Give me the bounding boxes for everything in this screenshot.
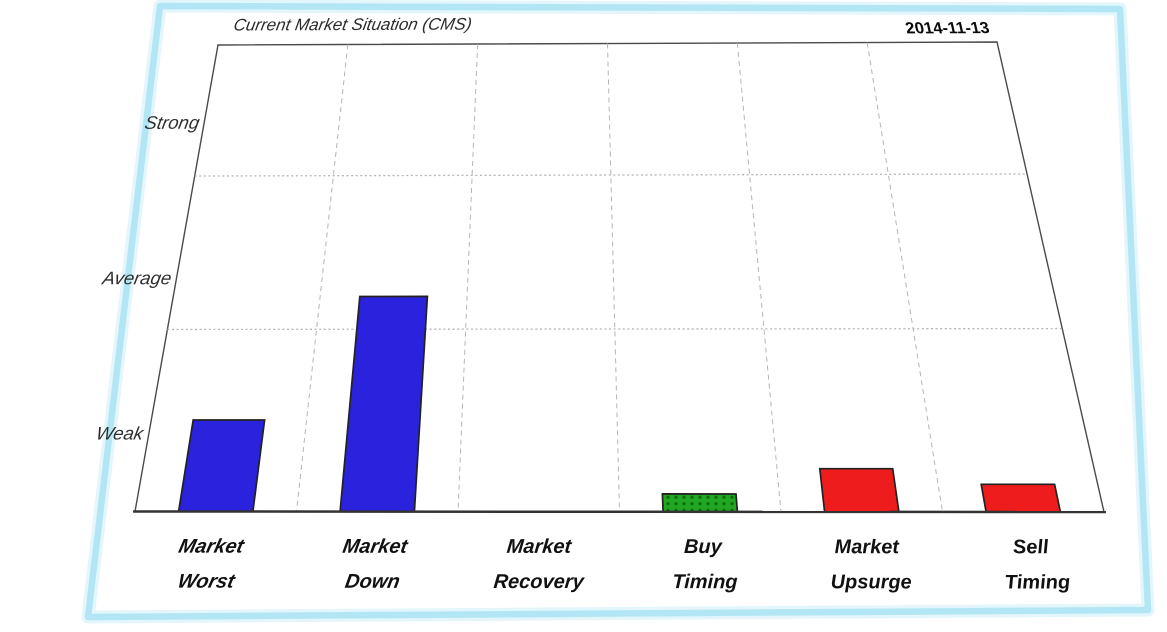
chart-date-label: 2014-11-13 bbox=[904, 19, 991, 37]
value-label-average: Average bbox=[100, 267, 173, 288]
v-gridline-1 bbox=[296, 44, 349, 512]
category-axis-labels: Market Worst Market Down Market Recovery Buy Ti… bbox=[176, 536, 1072, 594]
category-label-market-upsurge-line2: Upsurge bbox=[830, 571, 912, 593]
plot-border bbox=[134, 41, 1105, 513]
value-label-strong: Strong bbox=[143, 112, 202, 133]
category-label-market-down-line2: Down bbox=[343, 571, 401, 593]
category-label-market-worst-line2: Worst bbox=[176, 571, 239, 593]
category-label-market-recovery-line1: Market bbox=[506, 536, 574, 558]
bar-sell-timing bbox=[980, 483, 1062, 513]
value-label-weak: Weak bbox=[95, 423, 147, 444]
category-label-market-recovery-line2: Recovery bbox=[493, 571, 586, 593]
category-label-sell-timing-line1: Sell bbox=[1012, 536, 1050, 558]
category-label-market-down-line1: Market bbox=[341, 536, 410, 558]
h-gridline-value-1 bbox=[167, 327, 1063, 331]
v-gridline-4 bbox=[736, 42, 782, 512]
chart-title: Current Market Situation (CMS) bbox=[232, 15, 473, 35]
plot-area bbox=[134, 41, 1105, 513]
h-gridline-value-2 bbox=[194, 173, 1028, 177]
bar-market-upsurge bbox=[818, 467, 900, 513]
value-axis-labels: Strong Average Weak bbox=[95, 112, 202, 444]
v-gridline-5 bbox=[866, 42, 943, 512]
category-label-sell-timing-line2: Timing bbox=[1004, 572, 1071, 594]
frame-border bbox=[84, 2, 1152, 621]
category-label-buy-timing-line2: Timing bbox=[672, 571, 738, 593]
x-axis-line bbox=[133, 510, 1106, 514]
category-label-market-upsurge-line1: Market bbox=[834, 536, 901, 558]
v-gridline-2 bbox=[457, 43, 479, 512]
v-gridline-3 bbox=[607, 43, 620, 512]
gridlines bbox=[167, 42, 1063, 512]
bar-market-worst bbox=[177, 419, 266, 513]
axis-baseline bbox=[133, 510, 1106, 514]
category-label-market-worst-line1: Market bbox=[176, 536, 247, 558]
bar-buy-timing-dot-pattern bbox=[662, 493, 738, 512]
category-label-buy-timing-line1: Buy bbox=[684, 536, 723, 558]
